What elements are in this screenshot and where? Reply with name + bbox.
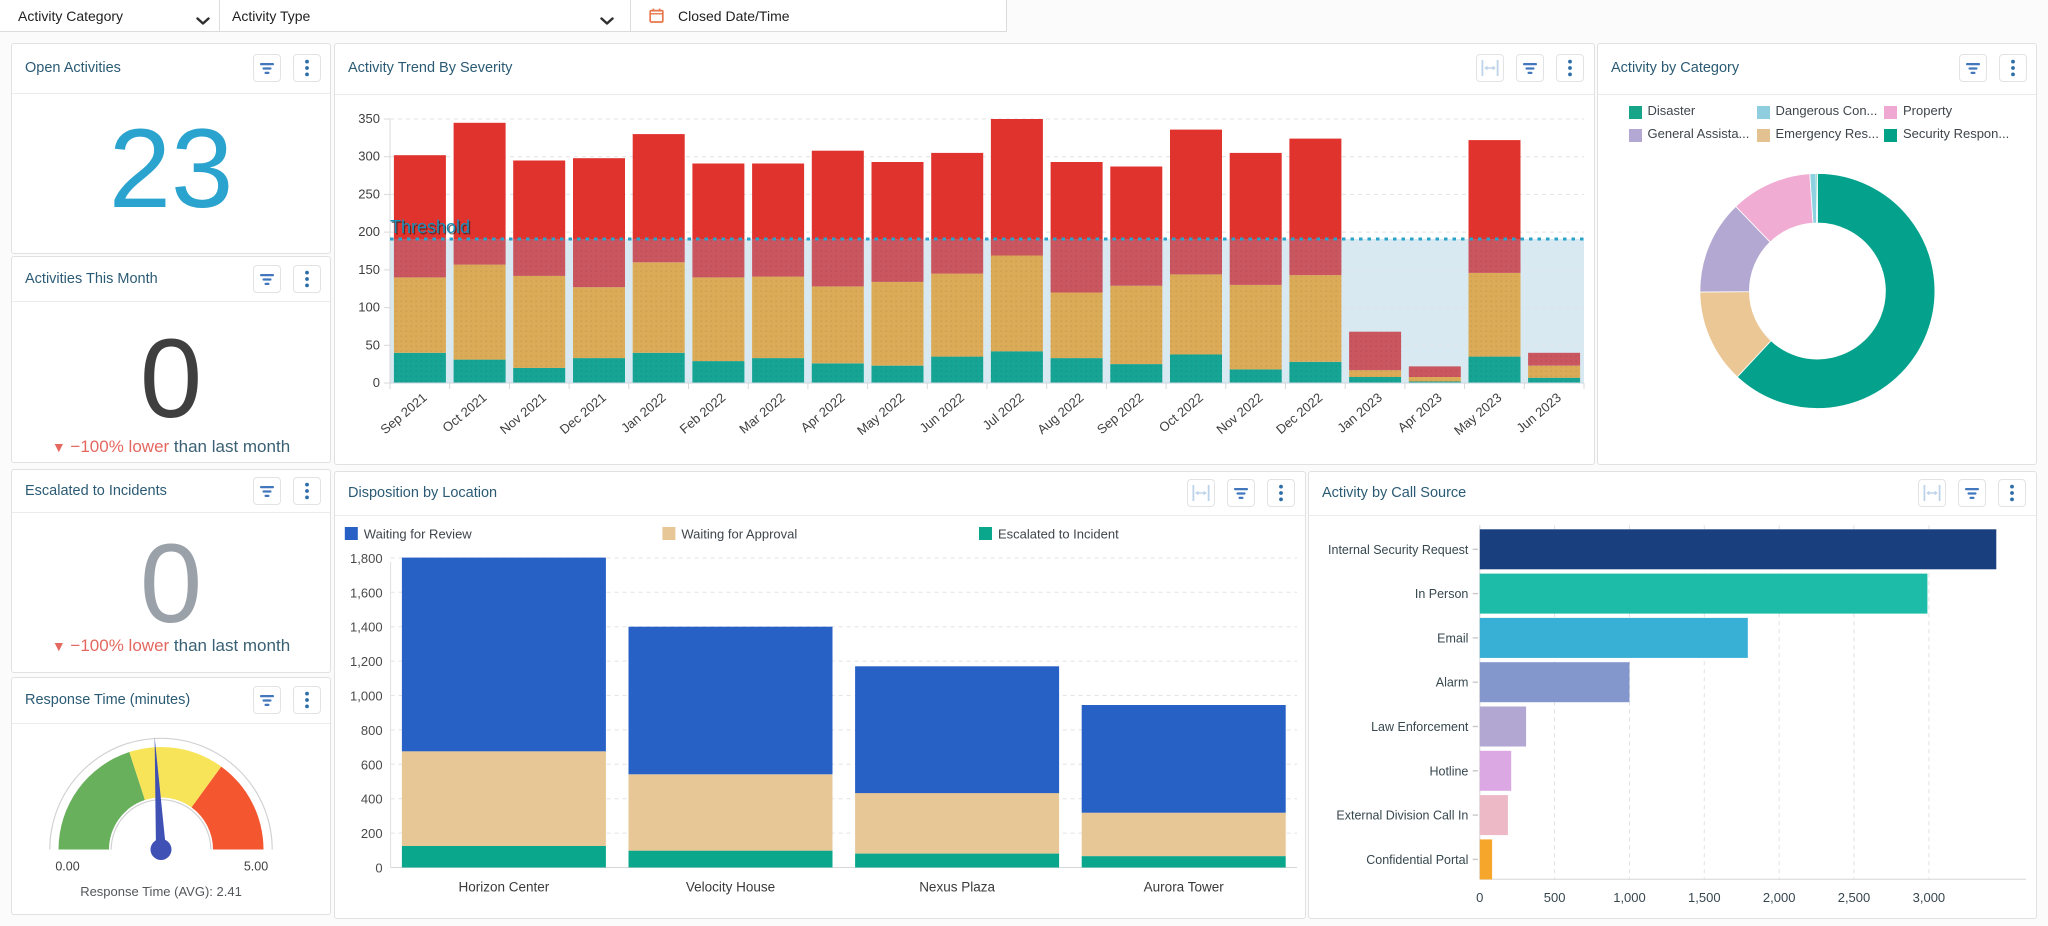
svg-text:100: 100 bbox=[358, 300, 380, 315]
svg-text:Internal Security Request: Internal Security Request bbox=[1328, 543, 1469, 557]
svg-text:0: 0 bbox=[1476, 890, 1483, 905]
svg-text:1,000: 1,000 bbox=[1613, 890, 1646, 905]
svg-text:Feb 2022: Feb 2022 bbox=[677, 390, 729, 437]
svg-text:Oct 2021: Oct 2021 bbox=[439, 390, 489, 435]
svg-text:Jul 2022: Jul 2022 bbox=[980, 390, 1027, 433]
svg-text:1,800: 1,800 bbox=[350, 551, 383, 566]
svg-text:150: 150 bbox=[358, 262, 380, 277]
svg-text:Waiting for Approval: Waiting for Approval bbox=[681, 527, 797, 542]
svg-text:1,500: 1,500 bbox=[1688, 890, 1721, 905]
svg-text:Threshold: Threshold bbox=[391, 218, 471, 238]
svg-text:0: 0 bbox=[375, 861, 382, 876]
svg-text:200: 200 bbox=[358, 224, 380, 239]
svg-text:200: 200 bbox=[361, 826, 383, 841]
svg-text:350: 350 bbox=[358, 111, 380, 126]
svg-text:Nov 2021: Nov 2021 bbox=[497, 390, 549, 437]
svg-text:Hotline: Hotline bbox=[1429, 764, 1468, 778]
svg-text:Sep 2022: Sep 2022 bbox=[1094, 390, 1146, 437]
svg-text:Aurora Tower: Aurora Tower bbox=[1144, 880, 1225, 895]
svg-text:0: 0 bbox=[373, 375, 380, 390]
svg-text:Email: Email bbox=[1437, 631, 1468, 645]
svg-text:Confidential Portal: Confidential Portal bbox=[1366, 853, 1468, 867]
svg-text:Apr 2022: Apr 2022 bbox=[798, 390, 848, 435]
svg-text:External Division Call In: External Division Call In bbox=[1336, 809, 1468, 823]
svg-text:1,400: 1,400 bbox=[350, 620, 383, 635]
svg-text:500: 500 bbox=[1544, 890, 1566, 905]
svg-text:Dec 2021: Dec 2021 bbox=[557, 390, 609, 437]
svg-text:Waiting for Review: Waiting for Review bbox=[364, 527, 472, 542]
svg-text:1,000: 1,000 bbox=[350, 689, 383, 704]
svg-text:Sep 2021: Sep 2021 bbox=[377, 390, 429, 437]
svg-text:Horizon Center: Horizon Center bbox=[459, 880, 550, 895]
svg-text:600: 600 bbox=[361, 757, 383, 772]
svg-text:400: 400 bbox=[361, 792, 383, 807]
svg-text:5.00: 5.00 bbox=[244, 860, 268, 874]
svg-text:1,200: 1,200 bbox=[350, 654, 383, 669]
svg-text:Oct 2022: Oct 2022 bbox=[1156, 390, 1206, 435]
svg-text:Velocity House: Velocity House bbox=[686, 880, 775, 895]
svg-text:Dec 2022: Dec 2022 bbox=[1273, 390, 1325, 437]
svg-text:Law Enforcement: Law Enforcement bbox=[1371, 720, 1469, 734]
svg-text:Jan 2023: Jan 2023 bbox=[1334, 390, 1385, 436]
svg-text:May 2023: May 2023 bbox=[1451, 390, 1504, 438]
svg-text:3,000: 3,000 bbox=[1913, 890, 1946, 905]
svg-text:In Person: In Person bbox=[1415, 587, 1469, 601]
svg-text:Nov 2022: Nov 2022 bbox=[1213, 390, 1265, 437]
svg-text:Jun 2023: Jun 2023 bbox=[1513, 390, 1564, 436]
svg-text:1,600: 1,600 bbox=[350, 585, 383, 600]
svg-text:Mar 2022: Mar 2022 bbox=[736, 390, 788, 437]
svg-text:Jan 2022: Jan 2022 bbox=[618, 390, 669, 436]
svg-text:Jun 2022: Jun 2022 bbox=[917, 390, 968, 436]
svg-text:Response Time (AVG): 2.41: Response Time (AVG): 2.41 bbox=[80, 884, 242, 899]
svg-text:300: 300 bbox=[358, 149, 380, 164]
svg-text:0.00: 0.00 bbox=[55, 860, 79, 874]
svg-text:2,000: 2,000 bbox=[1763, 890, 1796, 905]
svg-text:800: 800 bbox=[361, 723, 383, 738]
svg-text:Alarm: Alarm bbox=[1436, 676, 1469, 690]
svg-text:Threshold: Threshold bbox=[390, 217, 470, 237]
svg-text:Nexus Plaza: Nexus Plaza bbox=[919, 880, 995, 895]
svg-text:50: 50 bbox=[366, 337, 380, 352]
svg-text:2,500: 2,500 bbox=[1838, 890, 1871, 905]
svg-text:May 2022: May 2022 bbox=[854, 390, 907, 438]
svg-text:Apr 2023: Apr 2023 bbox=[1395, 390, 1445, 435]
svg-text:Aug 2022: Aug 2022 bbox=[1034, 390, 1086, 437]
svg-text:Escalated to Incident: Escalated to Incident bbox=[998, 527, 1119, 542]
svg-text:250: 250 bbox=[358, 186, 380, 201]
